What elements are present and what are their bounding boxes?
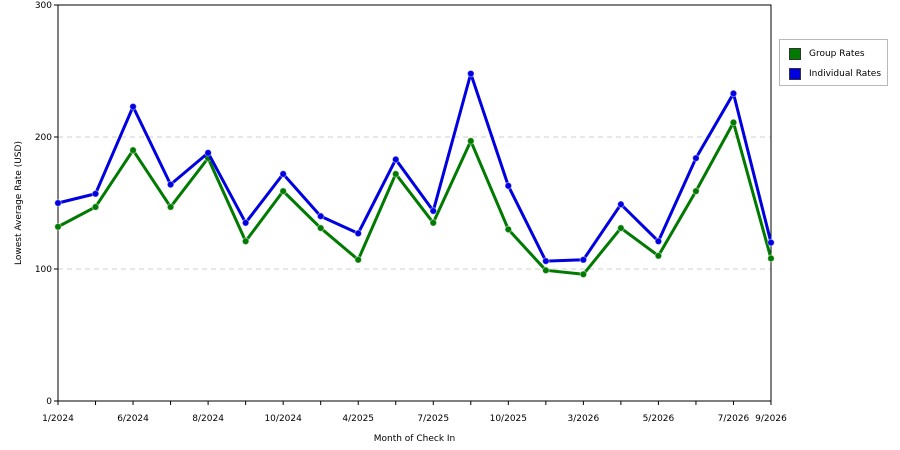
gridlines [58,136,771,270]
data-point-group-rates [166,203,175,211]
legend-item-group-rates: Group Rates [789,47,865,61]
data-point-group-rates [91,203,100,211]
data-point-individual-rates [279,170,287,178]
y-tick-label: 100 [35,265,52,275]
legend-swatch-group-rates [789,48,801,60]
x-axis-title: Month of Check In [374,434,456,444]
data-point-individual-rates [617,200,625,209]
data-point-individual-rates [654,237,663,246]
data-point-group-rates [579,270,588,279]
data-point-group-rates [391,170,400,178]
x-tick-label: 10/2025 [490,414,527,424]
data-point-group-rates [654,252,663,260]
legend-label-individual-rates: Individual Rates [809,69,882,79]
series-line-individual-rates [57,72,773,263]
data-point-individual-rates [316,212,325,220]
data-point-individual-rates [91,189,100,198]
data-point-individual-rates [429,207,438,215]
data-point-individual-rates [241,219,250,227]
data-point-individual-rates [129,102,137,111]
legend-swatch-individual-rates [789,68,801,80]
data-point-group-rates [767,254,775,263]
data-point-individual-rates [204,149,212,157]
legend-label-group-rates: Group Rates [809,49,865,59]
data-point-group-rates [466,137,475,145]
x-tick-label: 8/2024 [192,414,224,424]
data-point-group-rates [316,224,325,232]
data-point-individual-rates [579,255,588,264]
data-point-individual-rates [354,229,363,238]
y-tick-label: 0 [46,397,52,407]
series-layer [54,69,775,279]
data-point-group-rates [504,225,513,234]
plot-frame [57,4,772,402]
x-tick-label: 7/2026 [718,414,750,424]
x-tick-label: 4/2025 [342,414,374,424]
series-group-rates [54,118,775,279]
data-point-individual-rates [54,199,62,207]
data-point-individual-rates [692,154,700,162]
data-point-individual-rates [466,69,475,78]
data-point-individual-rates [166,180,175,189]
x-tick-label: 10/2024 [264,414,302,424]
data-point-individual-rates [767,238,775,247]
data-point-group-rates [542,266,550,275]
data-point-group-rates [429,219,438,227]
series-line-group-rates [57,120,773,276]
data-point-group-rates [279,187,287,195]
data-point-individual-rates [391,155,400,164]
x-tick-label: 3/2026 [568,414,600,424]
data-point-group-rates [54,222,62,231]
series-individual-rates [54,69,775,265]
y-tick-label: 200 [35,133,52,143]
data-point-individual-rates [504,182,513,190]
data-point-group-rates [129,146,137,154]
data-point-individual-rates [729,89,738,98]
axes: 0 100 200 300 1/2024 6/2024 8/2024 10/2024 4/202… [35,1,787,424]
x-tick-label: 7/2025 [417,414,449,424]
y-tick-label: 300 [35,1,52,11]
legend: Group Rates Individual Rates [779,39,888,86]
y-axis-title: Lowest Average Rate (USD) [14,141,24,265]
x-tick-label: 6/2024 [117,414,149,424]
data-point-group-rates [354,255,363,264]
data-point-group-rates [692,187,700,195]
data-point-group-rates [617,224,625,232]
x-tick-label: 1/2024 [42,414,74,424]
data-point-individual-rates [542,257,550,265]
legend-item-individual-rates: Individual Rates [789,67,881,81]
data-point-group-rates [241,237,250,246]
x-tick-label: 9/2026 [755,414,787,424]
x-tick-label: 5/2026 [643,414,675,424]
data-point-group-rates [729,118,738,127]
